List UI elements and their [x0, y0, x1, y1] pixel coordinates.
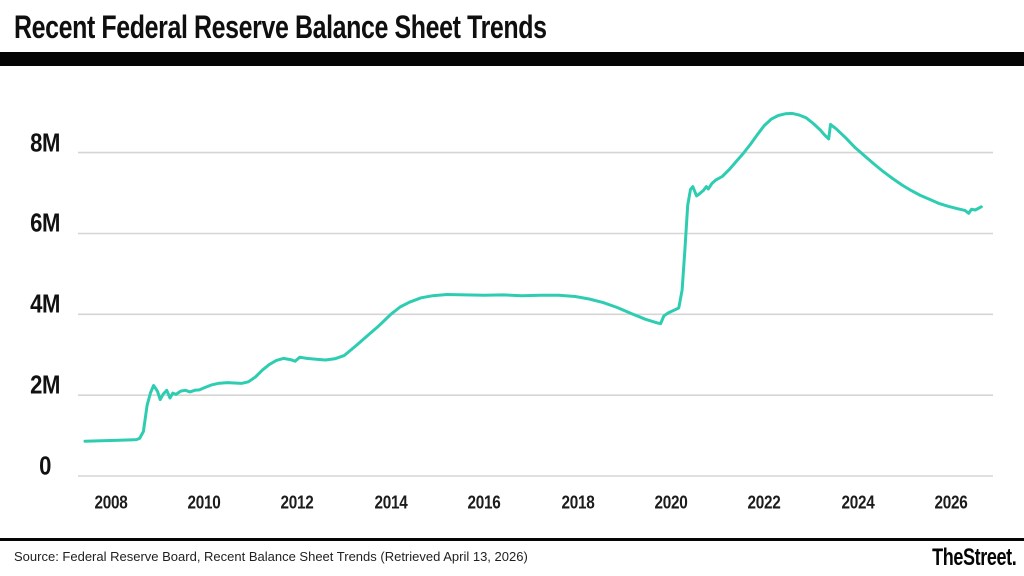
y-axis-tick-label: 6M — [30, 207, 60, 238]
chart-canvas — [78, 111, 993, 477]
x-axis-tick-label: 2008 — [94, 492, 128, 513]
title-divider-bar — [0, 52, 1024, 66]
x-axis-tick-label: 2014 — [374, 492, 408, 513]
x-axis-tick-label: 2026 — [934, 492, 968, 513]
y-axis-tick-label: 0 — [39, 450, 51, 481]
footer-divider-line — [0, 538, 1024, 541]
x-axis-tick-label: 2022 — [747, 492, 781, 513]
y-axis-tick-label: 4M — [30, 288, 60, 319]
x-axis-tick-label: 2010 — [187, 492, 221, 513]
x-axis-tick-label: 2020 — [654, 492, 688, 513]
x-axis-tick-label: 2018 — [560, 492, 595, 513]
balance-sheet-series-line — [83, 111, 983, 443]
y-axis-tick-label: 2M — [30, 369, 60, 400]
page-title-text: Recent Federal Reserve Balance Sheet Tre… — [14, 9, 547, 45]
source-note: Source: Federal Reserve Board, Recent Ba… — [14, 549, 528, 564]
brand-logo: TheStreet. — [904, 544, 1017, 572]
y-axis-tick-label: 8M — [30, 127, 60, 158]
x-axis-tick-label: 2024 — [841, 492, 875, 513]
balance-sheet-line-chart: 0 2M 4M 6M 8M 2008 2010 2012 2014 2016 2018 2020 20… — [0, 66, 1024, 538]
brand-logo-text: TheStreet. — [931, 544, 1017, 571]
x-axis-tick-label: 2016 — [467, 492, 501, 513]
x-axis-tick-label: 2012 — [280, 492, 314, 513]
page-title: Recent Federal Reserve Balance Sheet Tre… — [14, 9, 697, 46]
